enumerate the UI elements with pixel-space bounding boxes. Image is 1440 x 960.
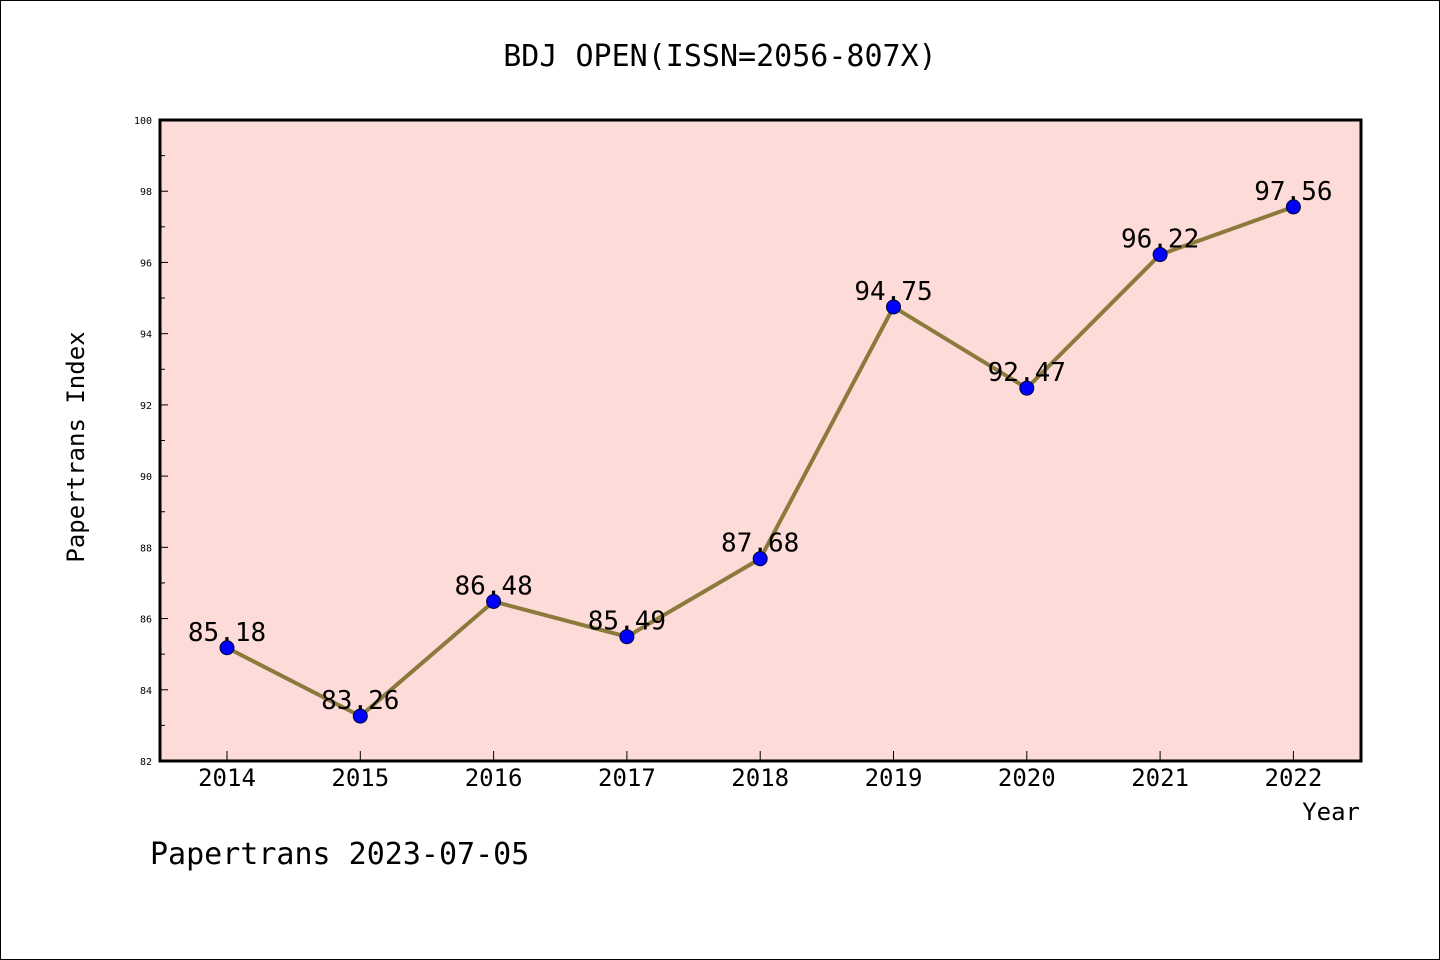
x-tick-label-2018: 2018 [731, 764, 789, 792]
x-tick-label-2014: 2014 [198, 764, 256, 792]
plot-area [158, 118, 1363, 763]
y-tick-label-90: 90 [140, 472, 152, 483]
y-tick-label-96: 96 [140, 258, 152, 269]
x-axis-label: Year [1302, 798, 1360, 826]
x-tick-label-2021: 2021 [1131, 764, 1189, 792]
data-point-2020 [1019, 380, 1035, 396]
data-point-2022 [1285, 199, 1301, 215]
data-label-2018: 87.68 [721, 529, 799, 559]
y-tick-label-94: 94 [140, 330, 152, 341]
data-point-2017 [619, 629, 635, 645]
chart-title: BDJ OPEN(ISSN=2056-807X) [503, 39, 936, 74]
data-label-2021: 96.22 [1121, 225, 1199, 255]
x-tick-label-2016: 2016 [465, 764, 523, 792]
y-axis: 82 84 86 88 90 92 94 96 98 100 [134, 116, 168, 768]
x-tick-label-2019: 2019 [865, 764, 923, 792]
y-tick-label-86: 86 [140, 615, 152, 626]
y-tick-label-82: 82 [140, 757, 152, 768]
data-point-2019 [886, 299, 901, 315]
y-tick-label-98: 98 [140, 187, 152, 198]
y-tick-label-84: 84 [140, 686, 152, 697]
data-point-2021 [1152, 247, 1168, 263]
data-label-2014: 85.18 [188, 618, 266, 648]
x-axis: 2014 2015 2016 2017 2018 2019 2020 2021 2022 [198, 751, 1322, 792]
data-label-2020: 92.47 [988, 358, 1066, 388]
y-tick-label-92: 92 [140, 401, 152, 412]
series-layer: 85.18 83.26 86.48 85.49 87.68 94.75 92.47 96.22… [188, 177, 1333, 724]
y-tick-label-88: 88 [140, 543, 152, 554]
y-axis-label: Papertrans Index [62, 331, 90, 562]
footer-date: Papertrans 2023-07-05 [150, 837, 529, 872]
x-tick-label-2020: 2020 [998, 764, 1056, 792]
data-point-2015 [352, 708, 368, 724]
data-label-2015: 83.26 [321, 686, 399, 716]
data-point-2016 [486, 593, 502, 609]
data-point-2018 [752, 551, 768, 567]
x-tick-label-2022: 2022 [1265, 764, 1323, 792]
data-label-2019: 94.75 [854, 277, 932, 307]
data-label-2016: 86.48 [454, 571, 532, 601]
x-tick-label-2015: 2015 [331, 764, 389, 792]
data-label-2022: 97.56 [1254, 177, 1332, 207]
y-tick-label-100: 100 [134, 116, 152, 127]
data-point-2014 [219, 640, 235, 656]
x-tick-label-2017: 2017 [598, 764, 656, 792]
data-label-2017: 85.49 [588, 607, 666, 637]
